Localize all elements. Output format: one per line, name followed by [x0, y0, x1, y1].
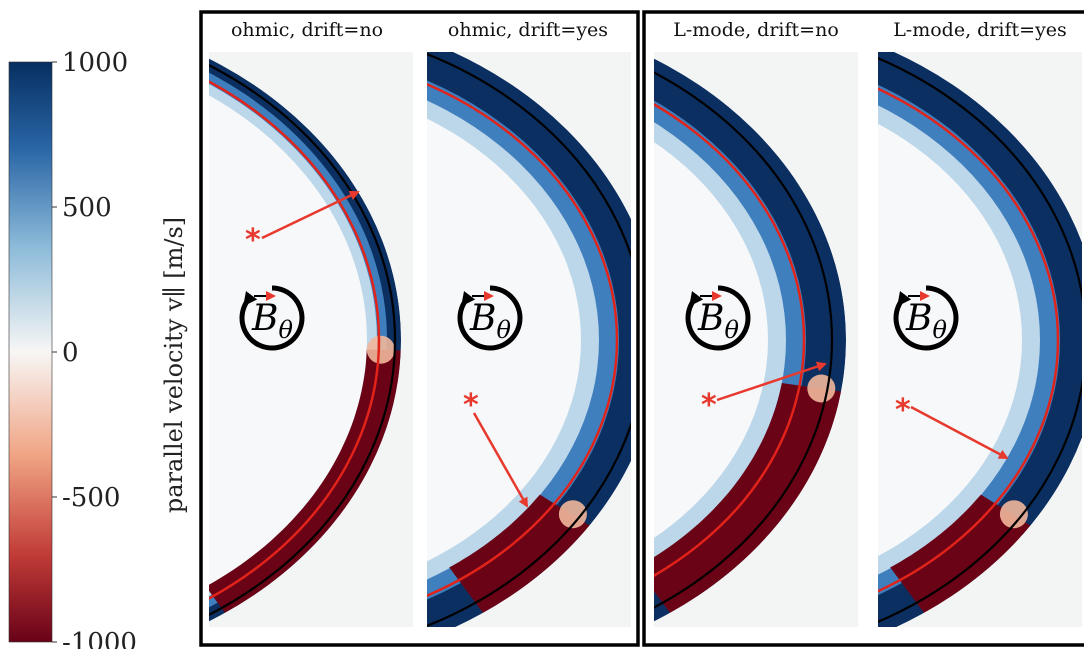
stagnation-point [558, 500, 587, 529]
wall-line [654, 71, 833, 609]
group-frame-lmode [642, 10, 1084, 647]
wall-line [209, 64, 396, 616]
b-theta-rotation-icon: Bθ [685, 285, 751, 351]
counter-flow-red [890, 494, 1031, 613]
panel-title: L-mode, drift=yes [893, 19, 1067, 41]
colorbar-gradient [8, 61, 53, 643]
separatrix-line [878, 87, 1060, 593]
outer-region [209, 52, 413, 627]
panel-field [654, 52, 858, 627]
b-theta-rotation-icon: Bθ [239, 285, 305, 351]
panel-field [209, 52, 413, 627]
stagnation-marker: * [895, 393, 911, 428]
colorbar-ticks: 1000 500 0 -500 -1000 [52, 48, 137, 649]
b-theta-rotation-icon: Bθ [893, 285, 959, 351]
rotation-arc-icon [893, 285, 959, 351]
colorbar-tick-label: -1000 [62, 628, 137, 649]
separatrix-line [427, 83, 619, 597]
colorbar-tick-label: -500 [62, 483, 120, 513]
plasma-core [209, 95, 367, 585]
group-frame-ohmic [199, 10, 640, 647]
stagnation-point [807, 374, 836, 403]
b-theta-label: Bθ [697, 298, 739, 344]
panel-lmode-no: L-mode, drift=no Bθ * [654, 19, 858, 627]
panel-title: ohmic, drift=yes [448, 19, 608, 41]
b-theta-rotation-icon: Bθ [457, 285, 523, 351]
b-theta-label: Bθ [469, 298, 511, 344]
separatrix-line [209, 80, 381, 600]
colorbar-tick-label: 500 [62, 193, 112, 223]
colorbar-tick-label: 0 [62, 338, 79, 368]
plasma-core [654, 142, 768, 538]
panel-title: ohmic, drift=no [231, 19, 383, 41]
b-theta-label: Bθ [251, 298, 293, 344]
colorbar-label: parallel velocity v∥ [m/s] [160, 217, 188, 513]
panel-field [427, 52, 631, 627]
stagnation-marker: * [245, 223, 261, 258]
plasma-core [427, 118, 581, 562]
separatrix-line [654, 103, 806, 577]
outer-region [654, 52, 858, 627]
b-theta-label: Bθ [905, 298, 947, 344]
rotation-arc-icon [239, 285, 305, 351]
rotation-arc-icon [457, 285, 523, 351]
stagnation-marker: * [701, 388, 717, 423]
panel-lmode-yes: L-mode, drift=yes Bθ * [878, 19, 1082, 627]
stagnation-arrow [910, 405, 1009, 460]
colorbar: 1000 500 0 -500 -1000 parallel velocity v∥ [… [8, 48, 188, 649]
outer-region [878, 52, 1082, 627]
stagnation-arrow [261, 190, 360, 240]
panel-title: L-mode, drift=no [673, 19, 839, 41]
stagnation-point [366, 335, 395, 364]
stagnation-arrow [716, 361, 827, 402]
stagnation-point [999, 500, 1028, 529]
panel-ohmic-no: ohmic, drift=no Bθ * [209, 19, 413, 627]
outer-region [427, 52, 631, 627]
colorbar-tick-label: 1000 [62, 48, 128, 78]
stagnation-arrow [472, 412, 529, 508]
rotation-arc-icon [685, 285, 751, 351]
counter-flow-red [449, 494, 590, 613]
